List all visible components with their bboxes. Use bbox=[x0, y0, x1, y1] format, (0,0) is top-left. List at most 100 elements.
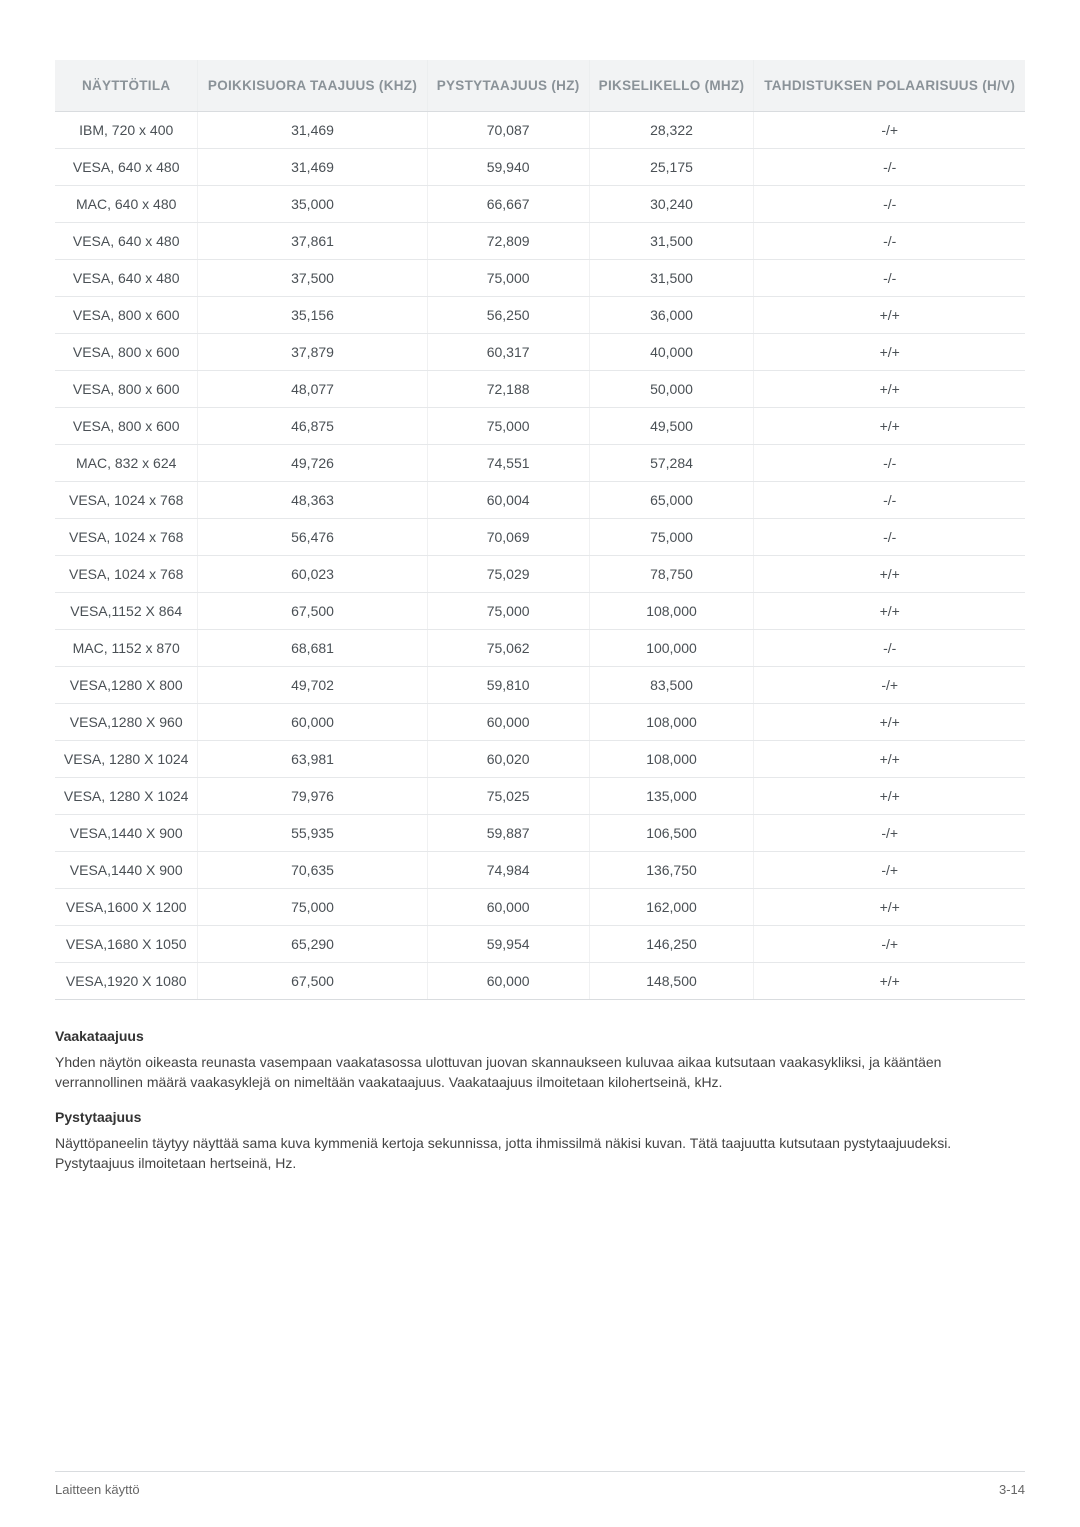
col-header-polarity: TAHDISTUKSEN POLAARISUUS (H/V) bbox=[754, 60, 1025, 112]
table-row: VESA,1440 X 90055,93559,887106,500-/+ bbox=[55, 815, 1025, 852]
table-cell: 37,500 bbox=[198, 260, 427, 297]
table-cell: VESA, 640 x 480 bbox=[55, 260, 198, 297]
table-cell: 49,726 bbox=[198, 445, 427, 482]
table-cell: 59,954 bbox=[427, 926, 589, 963]
table-cell: -/- bbox=[754, 186, 1025, 223]
table-row: VESA,1152 X 86467,50075,000108,000+/+ bbox=[55, 593, 1025, 630]
table-cell: 78,750 bbox=[589, 556, 754, 593]
table-cell: VESA,1280 X 960 bbox=[55, 704, 198, 741]
table-cell: 46,875 bbox=[198, 408, 427, 445]
table-cell: -/+ bbox=[754, 667, 1025, 704]
table-cell: 59,810 bbox=[427, 667, 589, 704]
table-row: VESA, 640 x 48037,86172,80931,500-/- bbox=[55, 223, 1025, 260]
table-cell: 108,000 bbox=[589, 593, 754, 630]
table-cell: 66,667 bbox=[427, 186, 589, 223]
table-cell: 83,500 bbox=[589, 667, 754, 704]
table-cell: 31,500 bbox=[589, 223, 754, 260]
table-row: VESA, 1024 x 76848,36360,00465,000-/- bbox=[55, 482, 1025, 519]
table-cell: -/- bbox=[754, 223, 1025, 260]
table-cell: 55,935 bbox=[198, 815, 427, 852]
table-cell: 68,681 bbox=[198, 630, 427, 667]
table-row: VESA, 640 x 48031,46959,94025,175-/- bbox=[55, 149, 1025, 186]
table-row: VESA, 800 x 60035,15656,25036,000+/+ bbox=[55, 297, 1025, 334]
footer-title: Laitteen käyttö bbox=[55, 1482, 140, 1497]
table-cell: 146,250 bbox=[589, 926, 754, 963]
table-cell: 60,000 bbox=[198, 704, 427, 741]
table-cell: 70,635 bbox=[198, 852, 427, 889]
table-cell: 59,887 bbox=[427, 815, 589, 852]
table-cell: 162,000 bbox=[589, 889, 754, 926]
table-cell: 72,809 bbox=[427, 223, 589, 260]
table-cell: -/- bbox=[754, 482, 1025, 519]
table-cell: 60,000 bbox=[427, 889, 589, 926]
table-cell: 106,500 bbox=[589, 815, 754, 852]
table-cell: 60,020 bbox=[427, 741, 589, 778]
table-cell: 75,000 bbox=[427, 408, 589, 445]
table-row: VESA, 640 x 48037,50075,00031,500-/- bbox=[55, 260, 1025, 297]
table-cell: 67,500 bbox=[198, 593, 427, 630]
table-cell: 40,000 bbox=[589, 334, 754, 371]
table-cell: 60,000 bbox=[427, 963, 589, 1000]
table-cell: VESA,1440 X 900 bbox=[55, 852, 198, 889]
table-cell: VESA, 1024 x 768 bbox=[55, 482, 198, 519]
table-cell: 57,284 bbox=[589, 445, 754, 482]
table-row: VESA, 1024 x 76860,02375,02978,750+/+ bbox=[55, 556, 1025, 593]
table-cell: 74,984 bbox=[427, 852, 589, 889]
table-cell: 60,004 bbox=[427, 482, 589, 519]
table-cell: -/+ bbox=[754, 815, 1025, 852]
table-cell: 79,976 bbox=[198, 778, 427, 815]
table-row: MAC, 1152 x 87068,68175,062100,000-/- bbox=[55, 630, 1025, 667]
table-cell: +/+ bbox=[754, 778, 1025, 815]
table-cell: +/+ bbox=[754, 704, 1025, 741]
table-cell: 75,000 bbox=[198, 889, 427, 926]
table-cell: VESA,1600 X 1200 bbox=[55, 889, 198, 926]
table-cell: IBM, 720 x 400 bbox=[55, 112, 198, 149]
table-cell: 35,000 bbox=[198, 186, 427, 223]
table-row: VESA,1920 X 108067,50060,000148,500+/+ bbox=[55, 963, 1025, 1000]
table-cell: +/+ bbox=[754, 334, 1025, 371]
table-cell: +/+ bbox=[754, 408, 1025, 445]
table-cell: 59,940 bbox=[427, 149, 589, 186]
table-cell: +/+ bbox=[754, 371, 1025, 408]
table-cell: 75,062 bbox=[427, 630, 589, 667]
table-cell: VESA, 1024 x 768 bbox=[55, 556, 198, 593]
col-header-vfreq: PYSTYTAAJUUS (HZ) bbox=[427, 60, 589, 112]
table-cell: 108,000 bbox=[589, 741, 754, 778]
table-cell: 30,240 bbox=[589, 186, 754, 223]
section-body-vertical: Näyttöpaneelin täytyy näyttää sama kuva … bbox=[55, 1133, 1025, 1174]
table-cell: 36,000 bbox=[589, 297, 754, 334]
table-cell: 70,069 bbox=[427, 519, 589, 556]
table-row: IBM, 720 x 40031,46970,08728,322-/+ bbox=[55, 112, 1025, 149]
table-cell: 49,500 bbox=[589, 408, 754, 445]
table-cell: -/- bbox=[754, 445, 1025, 482]
table-cell: MAC, 832 x 624 bbox=[55, 445, 198, 482]
table-cell: -/- bbox=[754, 149, 1025, 186]
table-row: VESA, 1280 X 102463,98160,020108,000+/+ bbox=[55, 741, 1025, 778]
table-cell: 63,981 bbox=[198, 741, 427, 778]
table-row: VESA, 800 x 60048,07772,18850,000+/+ bbox=[55, 371, 1025, 408]
table-row: VESA,1600 X 120075,00060,000162,000+/+ bbox=[55, 889, 1025, 926]
col-header-mode: NÄYTTÖTILA bbox=[55, 60, 198, 112]
display-modes-table: NÄYTTÖTILA POIKKISUORA TAAJUUS (KHZ) PYS… bbox=[55, 60, 1025, 1000]
table-cell: MAC, 640 x 480 bbox=[55, 186, 198, 223]
table-cell: 50,000 bbox=[589, 371, 754, 408]
table-row: VESA,1280 X 80049,70259,81083,500-/+ bbox=[55, 667, 1025, 704]
section-title-vertical: Pystytaajuus bbox=[55, 1109, 1025, 1125]
table-cell: 136,750 bbox=[589, 852, 754, 889]
table-cell: VESA,1920 X 1080 bbox=[55, 963, 198, 1000]
table-row: VESA, 800 x 60046,87575,00049,500+/+ bbox=[55, 408, 1025, 445]
table-row: MAC, 832 x 62449,72674,55157,284-/- bbox=[55, 445, 1025, 482]
col-header-pixelclock: PIKSELIKELLO (MHZ) bbox=[589, 60, 754, 112]
table-cell: 49,702 bbox=[198, 667, 427, 704]
table-cell: 48,363 bbox=[198, 482, 427, 519]
table-cell: 25,175 bbox=[589, 149, 754, 186]
table-cell: VESA,1280 X 800 bbox=[55, 667, 198, 704]
table-cell: 28,322 bbox=[589, 112, 754, 149]
table-cell: 56,476 bbox=[198, 519, 427, 556]
table-cell: VESA,1680 X 1050 bbox=[55, 926, 198, 963]
table-cell: 74,551 bbox=[427, 445, 589, 482]
table-cell: 70,087 bbox=[427, 112, 589, 149]
table-cell: 37,861 bbox=[198, 223, 427, 260]
table-cell: 48,077 bbox=[198, 371, 427, 408]
table-row: VESA,1280 X 96060,00060,000108,000+/+ bbox=[55, 704, 1025, 741]
